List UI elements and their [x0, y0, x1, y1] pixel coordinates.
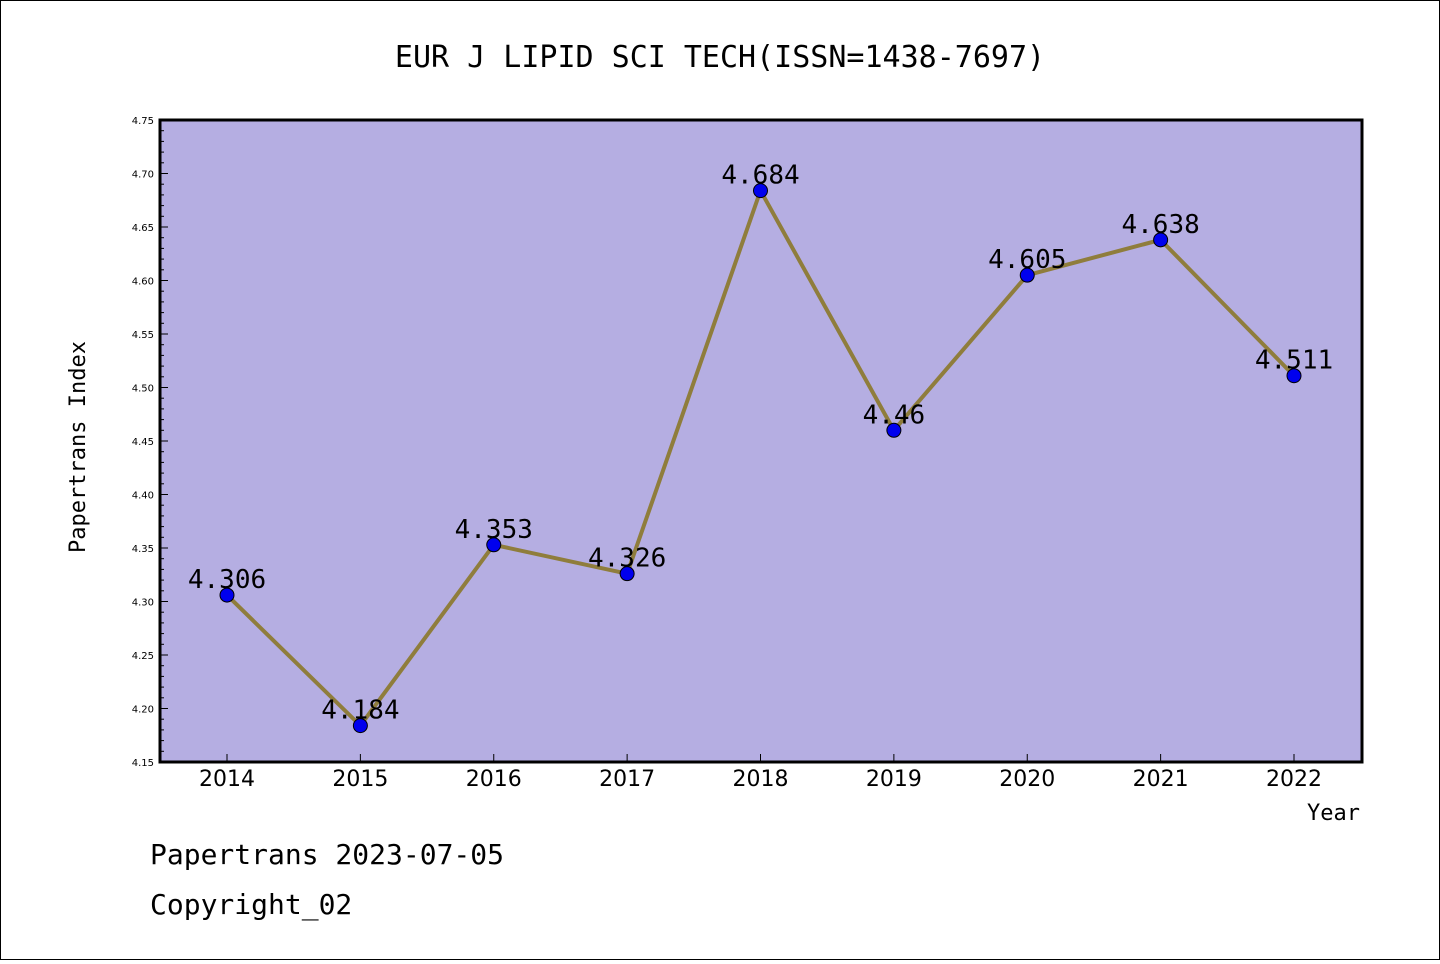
series-line-group	[219, 183, 1302, 734]
y-axis-label: Papertrans Index	[66, 341, 91, 553]
y-tick-label: 4.20	[132, 705, 154, 716]
x-tick-label: 2017	[599, 767, 655, 792]
data-labels: 4.306 4.184 4.353 4.326 4.684 4.46 4.605 4.638 4…	[188, 161, 1333, 726]
data-label: 4.684	[721, 161, 799, 191]
x-tick-label: 2020	[999, 767, 1055, 792]
x-tick-label: 2019	[866, 767, 922, 792]
data-point	[753, 183, 768, 199]
data-label: 4.353	[455, 515, 533, 545]
data-point	[886, 422, 902, 438]
y-axis: 4.15 4.20 4.25 4.30 4.35 4.40 4.45 4.50 4.55 4.60…	[132, 116, 168, 769]
y-tick-label: 4.40	[132, 491, 154, 502]
x-tick-label: 2021	[1133, 767, 1189, 792]
data-label: 4.511	[1255, 346, 1333, 376]
data-label: 4.326	[588, 544, 666, 574]
data-point	[219, 587, 235, 603]
x-tick-label: 2022	[1266, 767, 1322, 792]
x-tick-label: 2018	[733, 767, 789, 792]
data-point	[619, 566, 635, 582]
chart-title: EUR J LIPID SCI TECH(ISSN=1438-7697)	[395, 40, 1045, 75]
y-tick-label: 4.15	[132, 758, 154, 769]
x-axis: 2014 2015 2016 2017 2018 2019 2020 2021 2022	[199, 754, 1322, 792]
data-label: 4.46	[863, 400, 926, 430]
footer-date: Papertrans 2023-07-05	[150, 838, 504, 871]
data-label: 4.306	[188, 565, 266, 595]
plot-area	[158, 118, 1364, 764]
y-tick-label: 4.25	[132, 651, 154, 662]
x-axis-label: Year	[1307, 801, 1360, 826]
y-tick-label: 4.45	[132, 437, 154, 448]
data-point	[352, 718, 368, 734]
data-point	[1286, 368, 1302, 384]
data-point	[1153, 232, 1169, 248]
y-tick-label: 4.65	[132, 223, 154, 234]
y-tick-label: 4.60	[132, 277, 154, 288]
x-tick-label: 2016	[466, 767, 522, 792]
y-tick-label: 4.75	[132, 116, 154, 127]
x-tick-label: 2014	[199, 767, 255, 792]
y-tick-label: 4.55	[132, 330, 154, 341]
footer-copyright: Copyright_02	[150, 888, 352, 922]
y-tick-label: 4.70	[132, 170, 154, 181]
y-tick-label: 4.35	[132, 544, 154, 555]
data-label: 4.184	[321, 696, 399, 726]
x-tick-label: 2015	[332, 767, 388, 792]
data-point	[1019, 267, 1035, 283]
data-label: 4.638	[1121, 210, 1199, 240]
y-tick-label: 4.30	[132, 598, 154, 609]
data-point	[486, 537, 502, 553]
y-tick-label: 4.50	[132, 384, 154, 395]
data-label: 4.605	[988, 245, 1066, 275]
